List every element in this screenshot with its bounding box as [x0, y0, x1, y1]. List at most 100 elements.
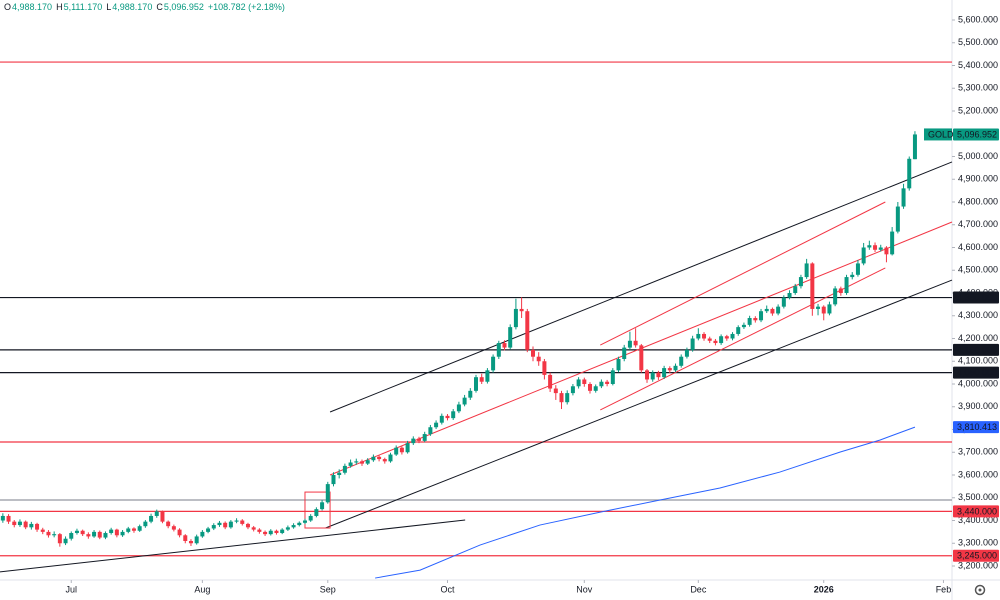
candle-body: [97, 531, 102, 538]
candle-body: [291, 525, 296, 528]
candle-body: [342, 465, 347, 473]
y-tick-label: 3,200.000: [958, 560, 998, 570]
candle-body: [411, 438, 416, 444]
candle-body: [730, 333, 735, 339]
ohlc-value: 4,988.170: [12, 2, 52, 12]
candle-body: [588, 384, 593, 391]
candle-body: [576, 379, 581, 387]
candle-body: [280, 529, 285, 534]
candle-body: [724, 336, 729, 339]
candle-body: [166, 521, 171, 527]
y-tick-label: 4,100.000: [958, 356, 998, 366]
candle-body: [251, 527, 256, 530]
price-badge-label: 5,096.952: [957, 129, 997, 139]
y-tick-label: 3,600.000: [958, 469, 998, 479]
candle-body: [405, 443, 410, 453]
candle-body: [183, 535, 188, 541]
settings-icon[interactable]: [974, 584, 986, 596]
candle-body: [873, 245, 878, 250]
candle-body: [0, 515, 5, 521]
candle-body: [474, 377, 478, 391]
candle-body: [781, 297, 786, 307]
candle-body: [131, 528, 136, 531]
candle-body: [901, 188, 906, 207]
candle-body: [92, 531, 97, 537]
ohlc-value: 5,111.170: [64, 2, 103, 12]
candle-body: [884, 247, 889, 255]
candle-body: [650, 372, 655, 380]
y-tick-label: 3,400.000: [958, 515, 998, 525]
x-tick-label: Feb: [936, 584, 952, 594]
candle-body: [160, 511, 165, 522]
candle-body: [719, 336, 724, 344]
candle-body: [388, 454, 393, 462]
price-badge-label: 3,440.000: [957, 506, 997, 516]
y-tick-label: 4,700.000: [958, 219, 998, 229]
trend-line: [329, 161, 953, 413]
candle-body: [485, 370, 490, 382]
candle-body: [907, 158, 912, 189]
candle-body: [149, 515, 154, 522]
candle-body: [787, 293, 792, 298]
candle-body: [673, 365, 678, 371]
candle-body: [542, 361, 547, 375]
candle-body: [713, 340, 718, 344]
candle-body: [86, 534, 91, 537]
trend-line: [600, 267, 886, 411]
y-tick-label: 3,500.000: [958, 492, 998, 502]
candle-body: [593, 386, 598, 391]
candle-body: [736, 327, 741, 334]
candle-body: [365, 460, 370, 464]
candle-body: [382, 459, 387, 462]
candle-body: [285, 527, 290, 530]
candle-body: [422, 434, 427, 441]
candle-body: [394, 447, 399, 455]
candle-body: [257, 529, 262, 532]
candle-body: [74, 530, 79, 534]
candle-body: [810, 263, 815, 309]
candle-body: [491, 356, 496, 371]
candle-body: [428, 427, 433, 435]
candle-body: [359, 461, 364, 464]
x-tick-label: Jul: [65, 584, 77, 594]
y-tick-label: 5,400.000: [958, 60, 998, 70]
candle-body: [707, 338, 712, 341]
candle-body: [684, 349, 689, 357]
candle-body: [793, 286, 798, 294]
candle-body: [308, 515, 313, 521]
price-badge: [953, 366, 999, 379]
candle-body: [496, 343, 501, 357]
price-badge: [953, 291, 999, 304]
candle-body: [331, 475, 336, 485]
ohlc-value: 4,988.170: [112, 2, 152, 12]
price-badge-label: 4,150.000: [957, 345, 997, 355]
candle-body: [223, 522, 228, 528]
candle-body: [416, 438, 421, 441]
candle-body: [240, 520, 245, 524]
candle-body: [17, 521, 22, 526]
candle-body: [776, 306, 781, 314]
candle-body: [263, 531, 268, 535]
candle-body: [656, 372, 661, 378]
candle-body: [6, 515, 11, 522]
candle-body: [479, 377, 484, 382]
candle-body: [302, 520, 307, 523]
candle-body: [827, 304, 832, 314]
candle-body: [40, 529, 45, 532]
candle-body: [200, 531, 205, 537]
candle-body: [627, 340, 632, 348]
candle-body: [245, 523, 250, 528]
candle-body: [143, 521, 148, 527]
candle-body: [52, 534, 57, 536]
candle-body: [696, 333, 701, 339]
candle-body: [171, 526, 176, 530]
candle-body: [633, 340, 638, 346]
candle-body: [69, 533, 74, 539]
candle-body: [297, 522, 302, 526]
candle-body: [348, 462, 353, 466]
candle-body: [565, 393, 570, 403]
candle-body: [126, 528, 131, 532]
candle-body: [114, 529, 119, 536]
candle-body: [747, 318, 752, 325]
candle-body: [667, 368, 672, 371]
